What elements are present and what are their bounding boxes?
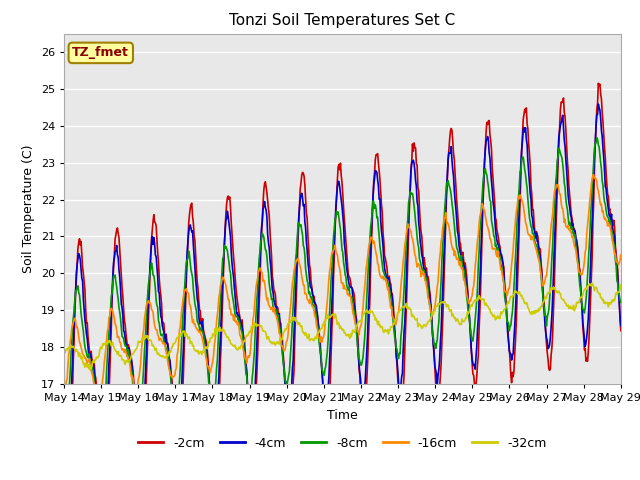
-16cm <box>411 252 419 258</box>
-4cm <box>128 365 136 371</box>
-32cm <box>214 326 222 332</box>
-16cm <box>128 373 136 379</box>
-32cm <box>588 280 596 286</box>
-4cm <box>61 466 68 471</box>
-4cm <box>185 229 193 235</box>
-32cm <box>70 345 78 351</box>
-8cm <box>214 340 222 346</box>
-4cm <box>428 303 435 309</box>
Text: TZ_fmet: TZ_fmet <box>72 47 129 60</box>
-8cm <box>61 436 68 442</box>
X-axis label: Time: Time <box>327 408 358 421</box>
Line: -2cm: -2cm <box>64 84 621 480</box>
-16cm <box>185 292 193 298</box>
-32cm <box>428 316 435 322</box>
-16cm <box>214 305 222 311</box>
-8cm <box>128 372 136 378</box>
-2cm <box>411 144 419 150</box>
-8cm <box>60 434 68 440</box>
-4cm <box>595 101 602 107</box>
-2cm <box>60 468 68 474</box>
-4cm <box>214 385 222 391</box>
-8cm <box>593 135 600 141</box>
-32cm <box>128 351 136 357</box>
-16cm <box>95 398 102 404</box>
-2cm <box>617 328 625 334</box>
-8cm <box>428 312 435 318</box>
-8cm <box>71 297 79 302</box>
-2cm <box>428 307 435 313</box>
-2cm <box>71 310 79 316</box>
Line: -32cm: -32cm <box>64 283 621 369</box>
-2cm <box>185 220 193 226</box>
-2cm <box>128 361 136 367</box>
Line: -4cm: -4cm <box>64 104 621 468</box>
-32cm <box>60 348 68 354</box>
-4cm <box>617 323 625 328</box>
-8cm <box>185 248 193 254</box>
-2cm <box>214 421 222 427</box>
-32cm <box>411 316 419 322</box>
-4cm <box>411 167 419 173</box>
Title: Tonzi Soil Temperatures Set C: Tonzi Soil Temperatures Set C <box>229 13 456 28</box>
-32cm <box>86 366 94 372</box>
-16cm <box>617 252 625 258</box>
-4cm <box>71 300 79 306</box>
-8cm <box>617 300 625 305</box>
-16cm <box>60 394 68 399</box>
-4cm <box>60 463 68 468</box>
-2cm <box>595 81 602 86</box>
Line: -8cm: -8cm <box>64 138 621 439</box>
-8cm <box>411 210 419 216</box>
-32cm <box>617 282 625 288</box>
Legend: -2cm, -4cm, -8cm, -16cm, -32cm: -2cm, -4cm, -8cm, -16cm, -32cm <box>133 432 552 455</box>
-16cm <box>70 317 78 323</box>
-16cm <box>589 172 596 178</box>
Line: -16cm: -16cm <box>64 175 621 401</box>
-32cm <box>185 335 193 341</box>
Y-axis label: Soil Temperature (C): Soil Temperature (C) <box>22 144 35 273</box>
-16cm <box>428 310 435 316</box>
